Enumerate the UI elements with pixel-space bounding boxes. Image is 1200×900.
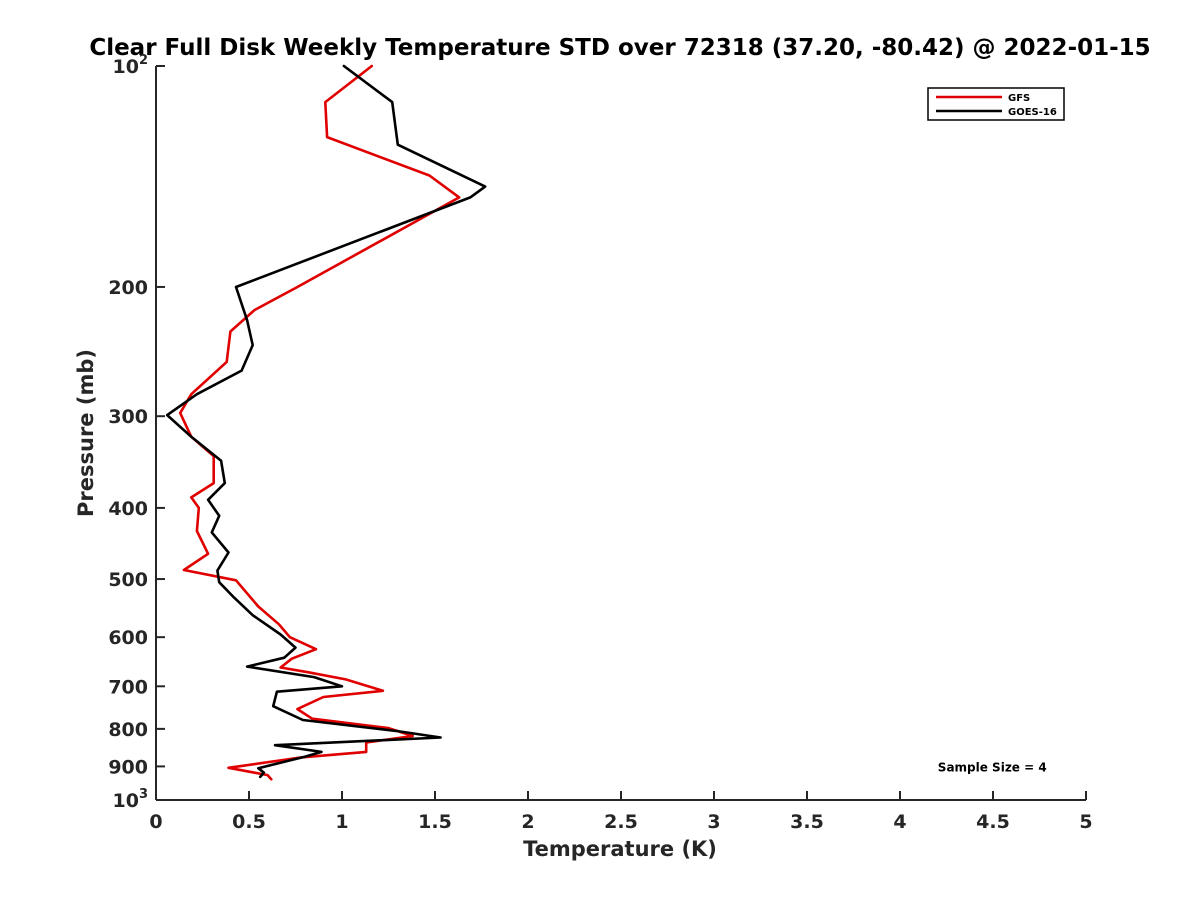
legend-label-goes-16: GOES-16 [1008, 107, 1057, 118]
x-tick-label: 3 [707, 811, 720, 833]
y-tick-label: 300 [108, 406, 148, 428]
y-tick-label: 900 [108, 756, 148, 778]
y-axis-label: Pressure (mb) [74, 349, 98, 517]
x-tick-label: 0.5 [232, 811, 266, 833]
series-layer [165, 64, 487, 781]
legend-label-gfs: GFS [1008, 93, 1030, 104]
x-axis-label: Temperature (K) [523, 837, 717, 861]
axes-layer: 0 0.5 1 1.5 2 2.5 3 3.5 4 4.5 5 102 200 300 400 500 600 7… [108, 53, 1092, 833]
y-tick-label: 800 [108, 719, 148, 741]
y-tick-label: 103 [113, 787, 149, 812]
x-tick-label: 1.5 [418, 811, 452, 833]
x-tick-label: 2.5 [604, 811, 638, 833]
legend: GFS GOES-16 [927, 87, 1065, 121]
chart-title: Clear Full Disk Weekly Temperature STD o… [89, 35, 1150, 61]
x-tick-label: 2 [521, 811, 534, 833]
y-tick-label: 700 [108, 676, 148, 698]
y-tick-label: 200 [108, 277, 148, 299]
x-tick-label: 3.5 [790, 811, 824, 833]
y-tick-label: 102 [113, 53, 149, 78]
y-tick-label: 600 [108, 627, 148, 649]
y-tick-label: 400 [108, 498, 148, 520]
sample-size-annotation: Sample Size = 4 [938, 760, 1047, 774]
annotation-layer: Sample Size = 4 [938, 760, 1047, 774]
legend-box [927, 87, 1065, 121]
x-tick-label: 1 [335, 811, 348, 833]
series-line-gfs [178, 64, 461, 781]
x-tick-label: 4.5 [976, 811, 1010, 833]
x-tick-label: 4 [893, 811, 906, 833]
y-tick-label: 500 [108, 569, 148, 591]
x-tick-label: 5 [1079, 811, 1092, 833]
x-tick-label: 0 [149, 811, 162, 833]
series-line-goes-16 [165, 64, 487, 779]
